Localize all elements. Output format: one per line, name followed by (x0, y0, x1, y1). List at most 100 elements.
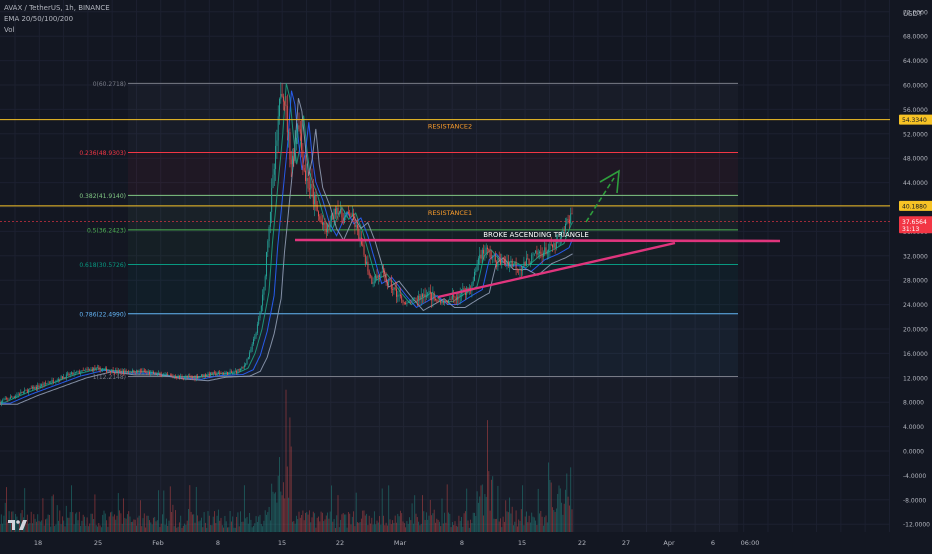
volume-bar (512, 507, 513, 532)
candle-body (81, 370, 82, 372)
volume-bar (465, 511, 466, 532)
currency-label: USDT (903, 10, 922, 18)
volume-bar (130, 517, 131, 532)
candle-body (308, 178, 309, 188)
candle-body (444, 301, 445, 303)
candle-body (299, 125, 300, 129)
volume-bar (499, 522, 500, 532)
candle-body (260, 312, 261, 318)
y-tick-label: 48.0000 (903, 156, 928, 163)
candle-body (551, 244, 552, 245)
volume-bar (399, 516, 400, 532)
volume-bar (45, 519, 46, 532)
volume-bar (551, 483, 552, 532)
candle-body (403, 300, 404, 302)
candle-body (270, 212, 271, 227)
candle-body (124, 370, 125, 373)
volume-bar (269, 507, 270, 532)
volume-bar (250, 520, 251, 532)
candle-body (356, 225, 357, 227)
candle-body (509, 262, 510, 266)
volume-bar (55, 525, 56, 532)
candle-body (217, 374, 218, 375)
volume-bar (296, 516, 297, 532)
price-tag-value: 40.1880 (902, 203, 927, 210)
volume-bar (188, 509, 189, 532)
fib-level-label: 0.786(22.4990) (79, 311, 126, 318)
volume-bar (455, 521, 456, 532)
volume-bar (404, 523, 405, 532)
volume-bar (412, 503, 413, 532)
volume-bar (418, 522, 419, 532)
candle-body (529, 259, 530, 265)
volume-bar (128, 511, 129, 532)
volume-bar (304, 520, 305, 532)
volume-bar (89, 523, 90, 532)
volume-bar (167, 526, 168, 532)
candle-body (409, 302, 410, 303)
candle-body (113, 370, 114, 373)
candle-body (240, 369, 241, 371)
tradingview-logo-icon[interactable] (6, 518, 28, 532)
candle-body (292, 156, 293, 165)
candle-body (235, 371, 236, 372)
volume-bar (387, 526, 388, 532)
candle-body (443, 301, 444, 302)
candle-body (105, 368, 106, 369)
volume-bar (429, 516, 430, 532)
volume-bar (533, 517, 534, 532)
volume-bar (224, 516, 225, 532)
candle-body (23, 392, 24, 393)
candle-body (344, 217, 345, 223)
volume-bar (569, 506, 570, 532)
candle-body (76, 372, 77, 373)
candle-body (332, 214, 333, 219)
candle-body (406, 303, 407, 304)
volume-bar (171, 512, 172, 532)
candle-body (179, 376, 180, 378)
volume-bar (318, 517, 319, 532)
volume-bar (163, 491, 164, 532)
volume-bar (421, 524, 422, 532)
candle-body (109, 371, 110, 372)
candle-body (483, 250, 484, 254)
volume-bar (192, 515, 193, 532)
candle-body (462, 288, 463, 289)
candle-body (46, 383, 47, 384)
candle-body (230, 371, 231, 372)
volume-indicator-label[interactable]: Vol (4, 26, 14, 34)
candle-body (275, 146, 276, 169)
volume-bar (286, 390, 287, 532)
candle-body (500, 260, 501, 265)
candle-body (427, 292, 428, 296)
candle-body (539, 252, 540, 254)
volume-bar (351, 524, 352, 532)
volume-bar (206, 528, 207, 532)
candle-body (341, 209, 342, 217)
volume-bar (94, 494, 95, 532)
candle-body (542, 254, 543, 257)
candle-body (570, 213, 571, 223)
candle-body (266, 252, 267, 276)
candle-body (10, 397, 11, 399)
triangle-top-line (295, 240, 780, 241)
volume-bar (496, 519, 497, 532)
volume-bar (98, 523, 99, 532)
candle-body (540, 252, 541, 254)
volume-bar (352, 517, 353, 532)
volume-bar (464, 513, 465, 532)
volume-bar (67, 518, 68, 532)
volume-bar (79, 512, 80, 532)
candle-body (126, 370, 127, 372)
volume-bar (360, 522, 361, 532)
candle-body (495, 255, 496, 261)
ema-indicator-label[interactable]: EMA 20/50/100/200 (4, 15, 73, 23)
candle-body (475, 270, 476, 272)
volume-bar (419, 525, 420, 532)
candle-body (400, 295, 401, 297)
candle-body (241, 367, 242, 369)
candle-body (312, 184, 313, 188)
volume-bar (245, 518, 246, 532)
